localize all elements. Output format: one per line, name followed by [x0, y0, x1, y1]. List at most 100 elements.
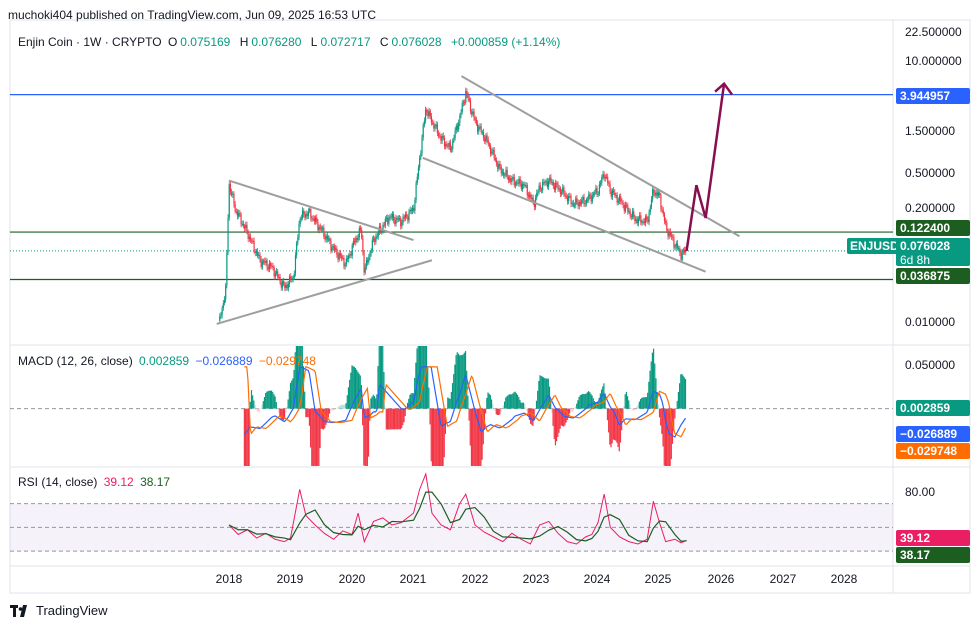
candle-body — [404, 214, 407, 219]
candle-body — [377, 232, 379, 237]
candle-body — [253, 240, 255, 252]
candle-body — [519, 178, 521, 184]
tradingview-footer[interactable]: TradingView — [10, 603, 108, 618]
candle-body — [562, 187, 564, 193]
price-axis-label: 0.500000 — [905, 166, 956, 180]
candle-body — [660, 195, 662, 209]
candle-body — [455, 125, 457, 131]
candle-body — [622, 202, 624, 206]
candle-body — [257, 251, 259, 257]
candle-body — [394, 220, 396, 224]
candle-body — [661, 208, 663, 211]
candle-body — [332, 246, 334, 248]
candle-body — [246, 224, 248, 232]
rsi-line — [228, 472, 687, 545]
rsi-legend: RSI (14, close) 39.12 38.17 — [18, 475, 173, 489]
candle-body — [342, 257, 344, 259]
rsi-value-legend: 39.12 — [103, 475, 134, 489]
candle-body — [445, 144, 447, 147]
candle-body — [683, 250, 686, 253]
candle-body — [370, 250, 372, 254]
chart-border — [9, 19, 971, 594]
candle-body — [537, 191, 539, 193]
macd-signal-legend: −0.029748 — [258, 354, 316, 368]
candle-body — [615, 195, 617, 197]
candle-body — [222, 303, 224, 308]
candle-body — [402, 216, 404, 223]
candle-body — [236, 211, 239, 217]
candle-body — [652, 189, 654, 200]
rsi-axis-label: 80.00 — [905, 485, 936, 499]
candle-body — [310, 209, 312, 219]
trendline-triangle-lower — [216, 259, 433, 325]
candle-body — [591, 195, 593, 202]
candle-body — [419, 157, 421, 168]
rsi-value-tag: 39.12 — [896, 530, 970, 546]
candle-body — [335, 248, 337, 250]
candle-body — [581, 200, 583, 205]
x-axis-label: 2021 — [399, 572, 427, 586]
candle-body — [372, 238, 375, 240]
candle-body — [639, 215, 641, 219]
candle-body — [527, 195, 530, 197]
candle-body — [667, 230, 669, 237]
candle-body — [352, 241, 355, 245]
symbol-legend: Enjin Coin · 1W · CRYPTO O 0.075169 H 0.07… — [18, 35, 563, 49]
candle-body — [586, 199, 589, 201]
candle-body — [633, 211, 635, 217]
candle-body — [492, 149, 494, 152]
candle-body — [475, 120, 478, 124]
candle-body — [397, 218, 399, 220]
candle-body — [280, 282, 282, 288]
trendline-triangle-upper — [228, 179, 414, 242]
candle-body — [300, 217, 302, 219]
price-axis-label: 1.500000 — [905, 124, 956, 138]
candle-body — [634, 216, 636, 222]
candle-body — [670, 234, 673, 237]
candle-body — [495, 160, 498, 164]
macd-line-tag: −0.026889 — [896, 426, 970, 442]
candle-body — [369, 253, 371, 258]
close-value: C 0.076028 — [379, 35, 442, 49]
candle-body — [338, 253, 340, 260]
candle-body — [550, 177, 552, 183]
candle-body — [356, 238, 358, 241]
candle-body — [406, 214, 408, 217]
candle-body — [390, 216, 392, 218]
candle-body — [510, 178, 512, 182]
candle-body — [306, 213, 308, 216]
candle-body — [517, 182, 519, 184]
candle-body — [536, 192, 538, 198]
candle-body — [501, 171, 504, 174]
candle-body — [452, 140, 454, 150]
candle-body — [365, 259, 368, 267]
candle-body — [259, 254, 261, 260]
candle-body — [427, 112, 429, 117]
candle-body — [420, 153, 422, 158]
candle-body — [408, 211, 410, 221]
resistance-price-tag: 3.944957 — [896, 88, 970, 104]
candle-body — [247, 231, 249, 239]
candle-body — [410, 209, 412, 212]
candle-body — [620, 196, 622, 202]
macd-line-legend: −0.026889 — [195, 354, 253, 368]
candle-body — [456, 125, 459, 130]
candle-body — [240, 214, 242, 224]
candle-body — [260, 259, 262, 267]
candle-body — [458, 122, 460, 130]
candle-body — [471, 111, 473, 115]
macd-label: MACD (12, 26, close) — [18, 354, 133, 368]
candle-body — [636, 219, 638, 224]
candle-body — [682, 250, 684, 252]
candle-body — [248, 236, 250, 239]
candle-body — [544, 182, 546, 184]
candle-body — [232, 193, 234, 195]
candle-body — [357, 237, 359, 241]
candle-body — [604, 176, 606, 179]
candle-body — [504, 174, 506, 176]
high-value: H 0.076280 — [239, 35, 302, 49]
candle-body — [505, 169, 507, 175]
candle-body — [271, 265, 273, 267]
candle-body — [396, 217, 398, 220]
